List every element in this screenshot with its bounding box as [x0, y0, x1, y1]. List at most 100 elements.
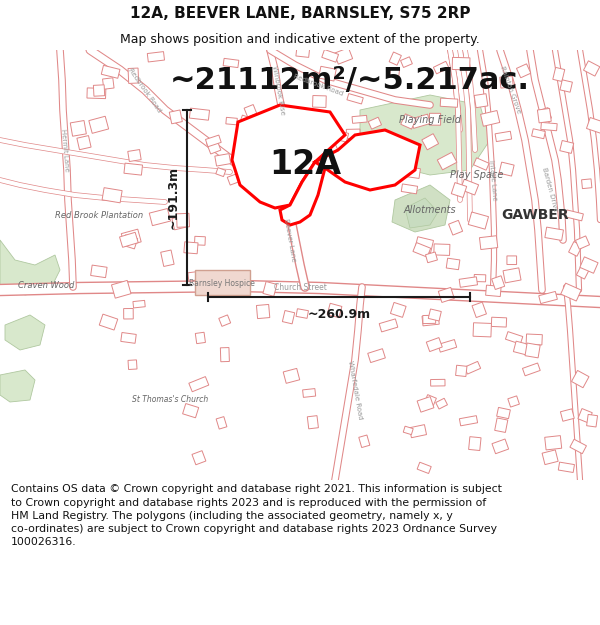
Bar: [437, 152, 457, 170]
Bar: [401, 114, 416, 129]
Polygon shape: [0, 240, 60, 295]
Bar: [91, 265, 107, 278]
Bar: [188, 271, 207, 281]
Bar: [413, 242, 431, 257]
Bar: [119, 232, 138, 248]
Bar: [307, 416, 319, 429]
Bar: [464, 361, 481, 374]
Bar: [434, 244, 450, 256]
Polygon shape: [280, 162, 325, 225]
Bar: [514, 341, 529, 355]
Bar: [426, 338, 442, 352]
Text: Map shows position and indicative extent of the property.: Map shows position and indicative extent…: [120, 32, 480, 46]
Bar: [497, 408, 511, 419]
Bar: [401, 57, 412, 68]
Bar: [459, 277, 478, 288]
Bar: [517, 64, 531, 78]
Bar: [455, 365, 467, 376]
Bar: [407, 167, 421, 178]
Bar: [539, 291, 557, 304]
Bar: [313, 96, 326, 108]
Bar: [302, 389, 316, 398]
Bar: [499, 162, 514, 176]
Bar: [425, 252, 437, 262]
Bar: [560, 409, 574, 421]
Bar: [182, 404, 199, 418]
Text: Playing Field: Playing Field: [399, 115, 461, 125]
Bar: [503, 268, 521, 283]
Bar: [223, 58, 239, 68]
Text: 12A: 12A: [269, 149, 341, 181]
Bar: [133, 301, 145, 308]
Bar: [473, 158, 489, 170]
Bar: [216, 168, 226, 177]
Bar: [446, 258, 460, 270]
Bar: [587, 414, 598, 427]
Bar: [561, 283, 581, 301]
Bar: [523, 363, 540, 376]
Bar: [206, 139, 221, 154]
Bar: [379, 319, 398, 332]
Bar: [239, 115, 254, 129]
Bar: [575, 236, 590, 249]
Bar: [337, 131, 349, 142]
Bar: [500, 76, 513, 88]
Bar: [102, 188, 122, 203]
Polygon shape: [392, 185, 450, 232]
Bar: [481, 111, 500, 126]
Bar: [578, 409, 592, 423]
Bar: [101, 66, 120, 78]
Bar: [194, 236, 205, 245]
Bar: [581, 179, 592, 189]
Bar: [430, 113, 440, 125]
Bar: [280, 154, 293, 164]
Bar: [452, 58, 470, 70]
Bar: [196, 332, 205, 344]
Bar: [94, 85, 104, 96]
Bar: [128, 68, 139, 84]
Bar: [368, 349, 385, 362]
Text: Church Street: Church Street: [274, 282, 326, 291]
Bar: [565, 210, 583, 221]
Bar: [347, 94, 363, 104]
Bar: [319, 66, 336, 81]
Bar: [449, 221, 463, 235]
Bar: [411, 114, 430, 128]
Bar: [485, 285, 501, 296]
Text: Redbrook Road: Redbrook Road: [128, 67, 163, 113]
Bar: [368, 118, 382, 129]
Bar: [525, 343, 540, 358]
Bar: [491, 318, 506, 327]
Bar: [491, 276, 505, 289]
Bar: [460, 416, 478, 426]
Bar: [99, 314, 118, 330]
Text: Craven Wood: Craven Wood: [18, 281, 74, 289]
Bar: [325, 139, 338, 152]
Bar: [431, 379, 445, 386]
Bar: [219, 315, 230, 326]
Bar: [473, 322, 491, 337]
Bar: [495, 131, 512, 142]
Polygon shape: [195, 270, 250, 295]
Text: Beever Lane: Beever Lane: [283, 218, 297, 262]
Bar: [256, 304, 270, 319]
Text: Barden Drive: Barden Drive: [541, 168, 559, 212]
Polygon shape: [5, 315, 45, 350]
Bar: [77, 136, 91, 150]
Bar: [227, 174, 240, 185]
Bar: [391, 302, 406, 318]
Bar: [334, 48, 353, 64]
Bar: [560, 80, 572, 92]
Bar: [474, 94, 488, 108]
Bar: [553, 68, 565, 81]
Bar: [87, 88, 106, 99]
Bar: [460, 179, 479, 195]
Text: St Thomas's Church: St Thomas's Church: [132, 396, 208, 404]
Bar: [439, 288, 454, 302]
Bar: [532, 129, 545, 139]
Bar: [346, 129, 360, 139]
Text: Wharfedale Road: Wharfedale Road: [347, 360, 363, 420]
Text: Intake Lane: Intake Lane: [488, 159, 498, 201]
Bar: [184, 242, 198, 254]
Bar: [545, 227, 563, 241]
